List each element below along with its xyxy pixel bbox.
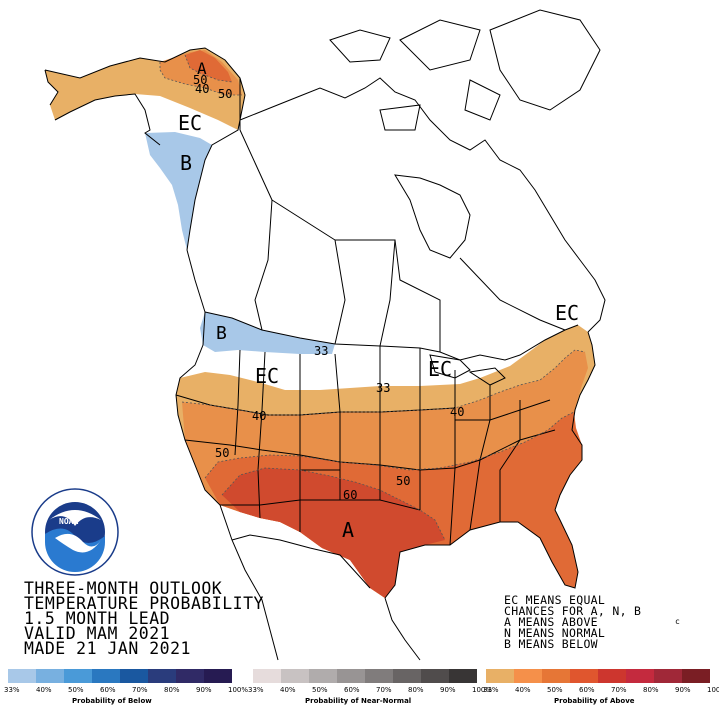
normal-bar-segment xyxy=(337,669,365,683)
normal-tick-label: 50% xyxy=(312,686,328,694)
normal-tick-label: 80% xyxy=(408,686,424,694)
normal-tick-label: 60% xyxy=(344,686,360,694)
above-bar-segment xyxy=(486,669,514,683)
normal-tick-label: 33% xyxy=(248,686,264,694)
title-line-2: TEMPERATURE PROBABILITY xyxy=(24,594,264,613)
map-labels: A 50 40 50 EC B B 33 EC EC EC 33 40 40 5… xyxy=(178,59,680,626)
above-bar-segment xyxy=(626,669,654,683)
normal-color-bar xyxy=(253,669,477,683)
normal-tick-label: 100% xyxy=(472,686,493,694)
map-outlines xyxy=(44,9,606,661)
normal-tick-label: 90% xyxy=(440,686,456,694)
below-bar-segment xyxy=(36,669,64,683)
contour-60-label: 60 xyxy=(343,488,357,502)
conus-above-60-area xyxy=(222,468,445,598)
alaska-contour-50b-label: 50 xyxy=(218,87,232,101)
above-tick-label: 100% xyxy=(707,686,719,694)
normal-bar-segment xyxy=(281,669,309,683)
above-color-bar xyxy=(486,669,710,683)
north-america-map: A 50 40 50 EC B B 33 EC EC EC 33 40 40 5… xyxy=(31,9,680,661)
contour-33-plains-label: 33 xyxy=(376,381,390,395)
title-line-3: 1.5 MONTH LEAD xyxy=(24,609,171,628)
alaska-below-label: B xyxy=(180,151,192,175)
normal-bar-title: Probability of Near-Normal xyxy=(305,697,412,705)
legend-note-2: CHANCES FOR A, N, B xyxy=(504,604,642,618)
below-bar-segment xyxy=(92,669,120,683)
alaska-ec-label: EC xyxy=(178,111,202,135)
alaska-above-label: A xyxy=(197,59,207,78)
above-bar-segment xyxy=(514,669,542,683)
below-tick-label: 40% xyxy=(36,686,52,694)
above-tick-label: 90% xyxy=(675,686,691,694)
above-bar-segment xyxy=(598,669,626,683)
above-bar-segment xyxy=(682,669,710,683)
below-tick-label: 80% xyxy=(164,686,180,694)
legend-note-4: N MEANS NORMAL xyxy=(504,626,606,640)
normal-tick-label: 70% xyxy=(376,686,392,694)
northwest-below-33-area xyxy=(200,312,335,354)
below-bar-segment xyxy=(176,669,204,683)
normal-tick-label: 40% xyxy=(280,686,296,694)
northwest-below-label: B xyxy=(216,323,227,344)
below-bar-segment xyxy=(64,669,92,683)
above-tick-label: 60% xyxy=(579,686,595,694)
alaska-above-50-area xyxy=(185,50,232,82)
normal-bar-segment xyxy=(421,669,449,683)
below-color-bar xyxy=(8,669,232,683)
below-bar-segment xyxy=(204,669,232,683)
south-above-label: A xyxy=(342,518,354,542)
contour-40-west-label: 40 xyxy=(252,409,266,423)
below-tick-label: 50% xyxy=(68,686,84,694)
above-bar-segment xyxy=(654,669,682,683)
below-tick-label: 100% xyxy=(228,686,249,694)
contour-50-south-label: 50 xyxy=(396,474,410,488)
above-tick-label: 33% xyxy=(483,686,499,694)
above-tick-label: 80% xyxy=(643,686,659,694)
above-tick-label: 40% xyxy=(515,686,531,694)
below-tick-label: 33% xyxy=(4,686,20,694)
noaa-logo: NOAA xyxy=(31,488,119,576)
legend-note-5: B MEANS BELOW xyxy=(504,637,598,651)
alaska-below-33-area xyxy=(145,132,212,250)
title-line-4: VALID MAM 2021 xyxy=(24,624,171,643)
west-ec-label: EC xyxy=(255,364,279,388)
normal-bar-segment xyxy=(393,669,421,683)
contour-lines xyxy=(159,54,586,541)
below-tick-label: 60% xyxy=(100,686,116,694)
below-bar-segment xyxy=(148,669,176,683)
title-line-5: MADE 21 JAN 2021 xyxy=(24,639,191,658)
below-bar-title: Probability of Below xyxy=(72,697,152,705)
title-line-1: THREE-MONTH OUTLOOK xyxy=(24,579,223,598)
normal-bar-segment xyxy=(365,669,393,683)
below-bar-segment xyxy=(8,669,36,683)
below-tick-label: 90% xyxy=(196,686,212,694)
normal-bar-segment xyxy=(253,669,281,683)
above-tick-label: 50% xyxy=(547,686,563,694)
svg-text:NOAA: NOAA xyxy=(59,517,78,526)
above-bar-segment xyxy=(542,669,570,683)
greatlakes-ec-label: EC xyxy=(428,357,452,381)
contour-40-east-label: 40 xyxy=(450,405,464,419)
legend-note-3: A MEANS ABOVE xyxy=(504,615,598,629)
contour-50-southwest-label: 50 xyxy=(215,446,229,460)
alaska-contour-40-label: 40 xyxy=(195,82,209,96)
normal-bar-segment xyxy=(309,669,337,683)
contour-33-north-label: 33 xyxy=(314,344,328,358)
above-bar-title: Probability of Above xyxy=(554,697,635,705)
above-bar-segment xyxy=(570,669,598,683)
normal-bar-segment xyxy=(449,669,477,683)
alaska-contour-50-label: 50 xyxy=(193,73,207,87)
above-tick-label: 70% xyxy=(611,686,627,694)
below-bar-segment xyxy=(120,669,148,683)
legend-note-1: EC MEANS EQUAL xyxy=(504,593,606,607)
below-tick-label: 70% xyxy=(132,686,148,694)
small-c-mark: c xyxy=(675,617,680,626)
northeast-ec-label: EC xyxy=(555,301,579,325)
